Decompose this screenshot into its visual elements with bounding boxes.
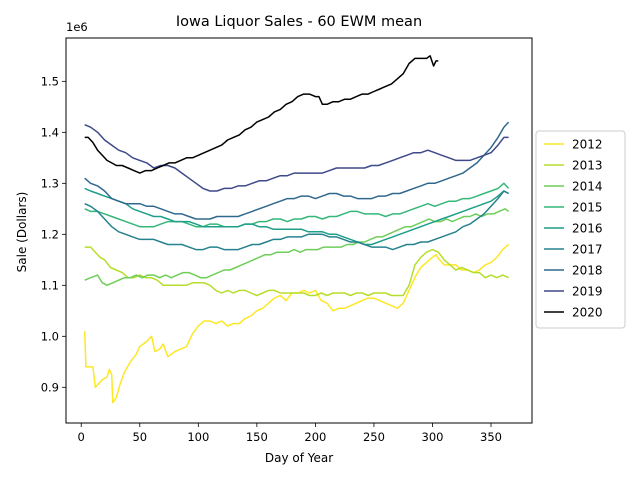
series-line-2019 <box>84 124 509 192</box>
x-tick-label: 300 <box>422 430 444 444</box>
x-tick-label: 50 <box>132 430 147 444</box>
legend-box <box>535 130 626 329</box>
x-axis-label: Day of Year <box>265 451 333 465</box>
series-line-2014 <box>84 208 510 287</box>
x-tick-label: 250 <box>363 430 385 444</box>
x-tick-label: 0 <box>78 430 85 444</box>
y-axis-ticks: 0.9 1.0 1.1 1.2 1.3 1.4 1.5 <box>41 74 66 394</box>
x-axis-ticks: 0 50 100 150 200 250 300 350 <box>78 423 502 444</box>
legend-label-2020: 2020 <box>572 306 603 320</box>
plot-series-group <box>83 55 510 404</box>
legend-label-2014: 2014 <box>572 180 603 194</box>
legend-label-2013: 2013 <box>572 159 603 173</box>
legend-label-2019: 2019 <box>572 285 603 299</box>
plot-frame <box>65 37 533 424</box>
series-line-2020 <box>84 55 439 174</box>
series-line-2012 <box>83 243 510 404</box>
y-tick-label: 1.5 <box>41 74 59 88</box>
legend-label-2016: 2016 <box>572 222 603 236</box>
chart-title: Iowa Liquor Sales - 60 EWM mean <box>176 14 422 30</box>
series-line-2018 <box>84 121 510 220</box>
y-axis-label: Sale (Dollars) <box>15 192 29 273</box>
legend-label-2015: 2015 <box>572 201 603 215</box>
series-line-2016 <box>84 187 509 246</box>
series-line-2017 <box>84 190 509 251</box>
x-tick-label: 200 <box>304 430 326 444</box>
x-tick-label: 350 <box>480 430 502 444</box>
series-line-2015 <box>84 182 510 228</box>
x-tick-label: 100 <box>187 430 209 444</box>
x-tick-label: 150 <box>246 430 268 444</box>
legend-label-2018: 2018 <box>572 264 603 278</box>
y-tick-label: 1.2 <box>41 227 59 241</box>
series-line-2013 <box>84 246 509 297</box>
y-axis-offset-label: 1e6 <box>66 20 88 34</box>
legend-label-2017: 2017 <box>572 243 603 257</box>
y-tick-label: 1.0 <box>41 329 59 343</box>
y-tick-label: 0.9 <box>41 380 59 394</box>
y-tick-label: 1.1 <box>41 278 59 292</box>
legend-label-2012: 2012 <box>572 138 603 152</box>
y-tick-label: 1.3 <box>41 176 59 190</box>
legend: 2012 2013 2014 2015 2016 2017 2018 2019 2020 <box>535 130 626 329</box>
y-tick-label: 1.4 <box>41 125 59 139</box>
